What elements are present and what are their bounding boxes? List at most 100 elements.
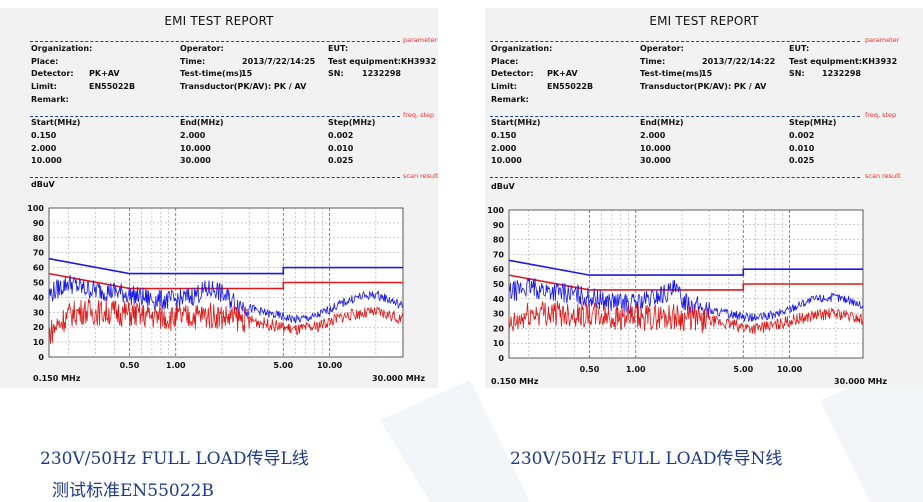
- limit-label: Limit:: [31, 82, 57, 91]
- freq-cell: 30.000: [180, 156, 211, 165]
- transducer-label: Transductor(PK/AV): PK / AV: [180, 82, 307, 91]
- section-label-scan: scan result: [403, 172, 439, 180]
- section-label-freq: freq, step: [403, 111, 435, 119]
- freq-cell: 2.000: [491, 144, 517, 153]
- testtime-value: 15: [241, 69, 253, 78]
- y-tick-label: 70: [33, 249, 45, 258]
- sn-value: 1232298: [362, 69, 401, 78]
- report-title: EMI TEST REPORT: [649, 14, 759, 28]
- freq-cell: 2.000: [180, 131, 206, 140]
- x-tick-label: 5.00: [273, 361, 293, 370]
- section-divider: [30, 41, 400, 42]
- eut-label: EUT:: [328, 44, 349, 53]
- y-axis-unit-label: dBuV: [491, 182, 515, 191]
- detector-value: PK+AV: [547, 69, 578, 78]
- y-tick-label: 20: [33, 323, 45, 332]
- y-tick-label: 80: [33, 234, 45, 243]
- average-line: [48, 298, 404, 344]
- caption-n-line1: 230V/50Hz FULL LOAD传导N线: [510, 449, 783, 469]
- remark-label: Remark:: [31, 95, 69, 104]
- freq-cell: 0.150: [31, 131, 57, 140]
- y-tick-label: 100: [27, 204, 44, 213]
- sn-label: SN:: [328, 69, 344, 78]
- x-tick-label: 1.00: [626, 365, 646, 374]
- section-label-parameter: parameter: [865, 36, 900, 44]
- freq-cell: 0.002: [328, 131, 354, 140]
- freq-cell: 0.025: [789, 156, 815, 165]
- transducer-label: Transductor(PK/AV): PK / AV: [640, 82, 767, 91]
- eut-label: EUT:: [789, 44, 810, 53]
- operator-label: Operator:: [640, 44, 684, 53]
- y-tick-label: 0: [38, 353, 44, 362]
- freq-cell: 10.000: [491, 156, 522, 165]
- y-tick-label: 50: [493, 280, 505, 289]
- emi-report-n: EMI TEST REPORT parameter Organization: …: [485, 8, 923, 388]
- y-tick-label: 100: [487, 206, 504, 215]
- freq-cell: 2.000: [31, 144, 57, 153]
- y-axis-unit-label: dBuV: [31, 180, 55, 189]
- y-tick-label: 10: [33, 338, 45, 347]
- y-tick-label: 30: [493, 310, 505, 319]
- average-line: [508, 300, 864, 335]
- freq-header-step: Step(MHz): [789, 118, 837, 127]
- limit-value: EN55022B: [89, 82, 136, 91]
- time-value: 2013/7/22/14:22: [702, 57, 776, 66]
- limit-label: Limit:: [491, 82, 517, 91]
- freq-cell: 0.002: [789, 131, 815, 140]
- y-tick-label: 50: [33, 279, 45, 288]
- x-tick-label: 10.00: [317, 361, 343, 370]
- x-max-label: 30.000 MHz: [372, 374, 425, 383]
- freq-cell: 2.000: [640, 131, 666, 140]
- testtime-label: Test-time(ms):: [640, 69, 706, 78]
- time-label: Time:: [180, 57, 206, 66]
- time-value: 2013/7/22/14:25: [242, 57, 316, 66]
- freq-cell: 30.000: [640, 156, 671, 165]
- y-tick-label: 90: [33, 219, 45, 228]
- x-tick-label: 10.00: [777, 365, 803, 374]
- y-tick-label: 0: [498, 354, 504, 363]
- section-divider: [490, 41, 860, 42]
- freq-header-start: Start(MHz): [31, 118, 81, 127]
- x-min-label: 0.150 MHz: [491, 377, 539, 386]
- x-min-label: 0.150 MHz: [33, 374, 81, 383]
- x-tick-label: 0.50: [580, 365, 600, 374]
- freq-cell: 0.010: [789, 144, 815, 153]
- av-limit-line: [48, 272, 403, 290]
- limit-value: EN55022B: [547, 82, 594, 91]
- x-tick-label: 5.00: [733, 365, 753, 374]
- freq-header-end: End(MHz): [180, 118, 224, 127]
- freq-cell: 0.025: [328, 156, 354, 165]
- freq-cell: 0.150: [491, 131, 517, 140]
- testtime-label: Test-time(ms):: [180, 69, 246, 78]
- remark-label: Remark:: [491, 95, 529, 104]
- section-divider: [490, 177, 860, 178]
- peak-line: [48, 274, 404, 324]
- sn-value: 1232298: [822, 69, 861, 78]
- freq-header-step: Step(MHz): [328, 118, 376, 127]
- freq-cell: 0.010: [328, 144, 354, 153]
- test-equipment-label: Test equipment:KH3932: [789, 57, 898, 66]
- place-label: Place:: [491, 57, 519, 66]
- detector-value: PK+AV: [89, 69, 120, 78]
- y-tick-label: 30: [33, 308, 45, 317]
- y-tick-label: 60: [33, 264, 45, 273]
- y-tick-label: 90: [493, 221, 505, 230]
- report-title: EMI TEST REPORT: [164, 14, 274, 28]
- y-tick-label: 80: [493, 236, 505, 245]
- section-label-freq: freq, step: [865, 111, 897, 119]
- organization-label: Organization:: [31, 44, 93, 53]
- y-tick-label: 20: [493, 324, 505, 333]
- freq-cell: 10.000: [180, 144, 211, 153]
- freq-cell: 10.000: [31, 156, 62, 165]
- sn-label: SN:: [789, 69, 805, 78]
- y-tick-label: 40: [493, 295, 505, 304]
- x-max-label: 30.000 MHz: [834, 377, 887, 386]
- testtime-value: 15: [701, 69, 713, 78]
- operator-label: Operator:: [180, 44, 224, 53]
- caption-l-line2: 测试标准EN55022B: [52, 481, 214, 501]
- freq-cell: 10.000: [640, 144, 671, 153]
- freq-header-start: Start(MHz): [491, 118, 541, 127]
- emi-report-l: EMI TEST REPORT parameter Organization: …: [0, 8, 439, 388]
- emi-plot: 0 10 20 30 40 50 60 70 80 90 100 0.50 1.00 5.00 10.00 0…: [27, 204, 425, 383]
